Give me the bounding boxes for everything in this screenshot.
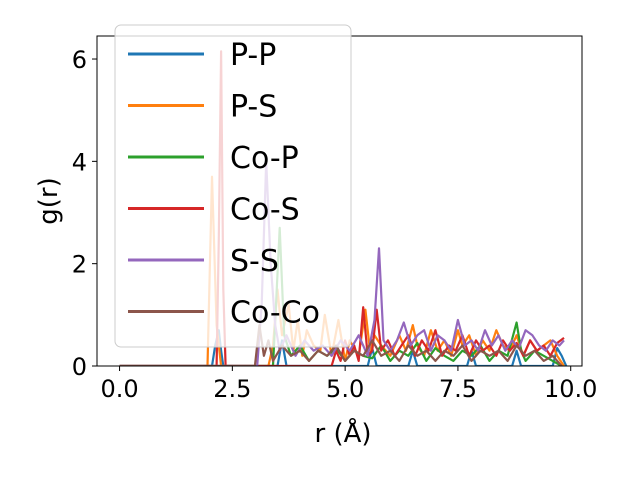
legend: P-P P-S Co-P Co-S S-S Co-Co (114, 24, 352, 348)
legend-label-co-s: Co-S (230, 193, 300, 228)
y-tick-label: 2 (72, 251, 87, 279)
legend-label-co-p: Co-P (230, 141, 299, 176)
y-axis-label: g(r) (34, 177, 64, 224)
y-tick-label: 4 (72, 148, 87, 176)
y-tick-label: 0 (72, 353, 87, 381)
x-tick-label: 2.5 (213, 375, 251, 403)
series-line-co-s (119, 50, 565, 366)
axes: 0.0 2.5 5.0 7.5 10.0 0 2 4 6 (72, 35, 597, 403)
legend-label-p-s: P-S (230, 90, 277, 125)
legend-label-s-s: S-S (230, 244, 279, 279)
x-tick-label: 5.0 (326, 375, 364, 403)
x-tick-label: 0.0 (100, 375, 138, 403)
x-axis-label: r (Å) (314, 417, 371, 449)
y-tick-label: 6 (72, 46, 87, 74)
x-tick-label: 10.0 (544, 375, 597, 403)
legend-label-p-p: P-P (230, 38, 276, 73)
x-tick-label: 7.5 (439, 375, 477, 403)
series-line-p-p (119, 329, 568, 366)
legend-label-co-co: Co-Co (230, 296, 320, 331)
series-line-s-s (119, 160, 565, 366)
